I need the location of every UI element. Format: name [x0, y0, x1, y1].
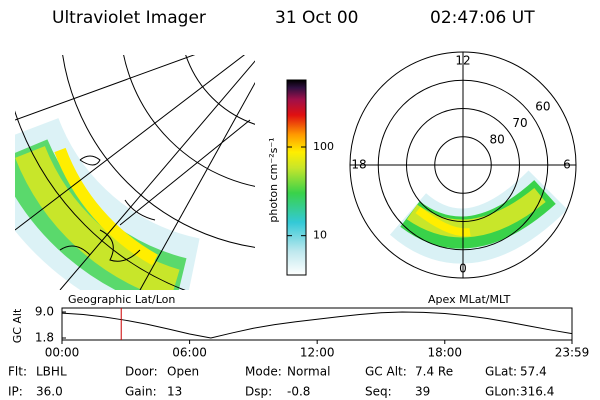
mlat-label: 70 — [512, 116, 527, 130]
status-label: Gain: — [125, 385, 157, 399]
status-label: GC Alt: — [365, 365, 407, 379]
status-value: -0.8 — [287, 385, 310, 399]
colorbar-tick-label: 10 — [313, 229, 327, 242]
status-label: Door: — [125, 365, 158, 379]
mlat-label: 60 — [535, 99, 550, 113]
status-label: GLat: — [485, 365, 517, 379]
title: Ultraviolet Imager — [52, 8, 206, 28]
status-value: 36.0 — [36, 385, 63, 399]
status-value: Open — [167, 365, 199, 379]
status-value: 39 — [415, 385, 430, 399]
date: 31 Oct 00 — [275, 8, 358, 28]
colorbar — [286, 79, 307, 276]
status-label: Mode: — [245, 365, 282, 379]
colorbar-tick-label: 100 — [313, 140, 334, 153]
status-value: LBHL — [36, 365, 67, 379]
geo-image — [15, 55, 255, 290]
status-label: Dsp: — [245, 385, 272, 399]
status-value: 316.4 — [520, 385, 554, 399]
x-tick-label: 18:00 — [427, 346, 462, 360]
status-label: Seq: — [365, 385, 392, 399]
time: 02:47:06 UT — [430, 8, 535, 28]
y-tick-label: 1.8 — [35, 331, 54, 345]
status-label: Flt: — [8, 365, 27, 379]
status-value: 57.4 — [520, 365, 547, 379]
mlat-circle — [434, 136, 492, 194]
altitude-curve — [61, 311, 573, 339]
x-tick-label: 23:59 — [555, 346, 590, 360]
x-tick-label: 12:00 — [300, 346, 335, 360]
mlt-label: 0 — [459, 262, 467, 276]
status-label: IP: — [8, 385, 23, 399]
colorbar-label: photon cm⁻²s⁻¹ — [267, 137, 280, 222]
mlat-circle — [406, 108, 520, 222]
mlt-label: 18 — [351, 158, 366, 172]
status-value: Normal — [287, 365, 330, 379]
x-tick-label: 06:00 — [172, 346, 207, 360]
x-tick-label: 00:00 — [45, 346, 80, 360]
mlt-label: 12 — [455, 54, 470, 68]
polar-image — [389, 170, 568, 264]
right-label: Apex MLat/MLT — [428, 293, 511, 306]
y-axis-label: GC Alt — [11, 308, 24, 343]
timeline-frame — [61, 307, 573, 341]
mlt-label: 6 — [563, 158, 571, 172]
mlat-circle — [377, 79, 549, 251]
mlat-label: 80 — [490, 133, 505, 147]
left-label: Geographic Lat/Lon — [68, 293, 175, 306]
status-value: 7.4 Re — [415, 365, 453, 379]
status-label: GLon: — [485, 385, 520, 399]
y-tick-label: 9.0 — [35, 305, 54, 319]
status-value: 13 — [167, 385, 182, 399]
